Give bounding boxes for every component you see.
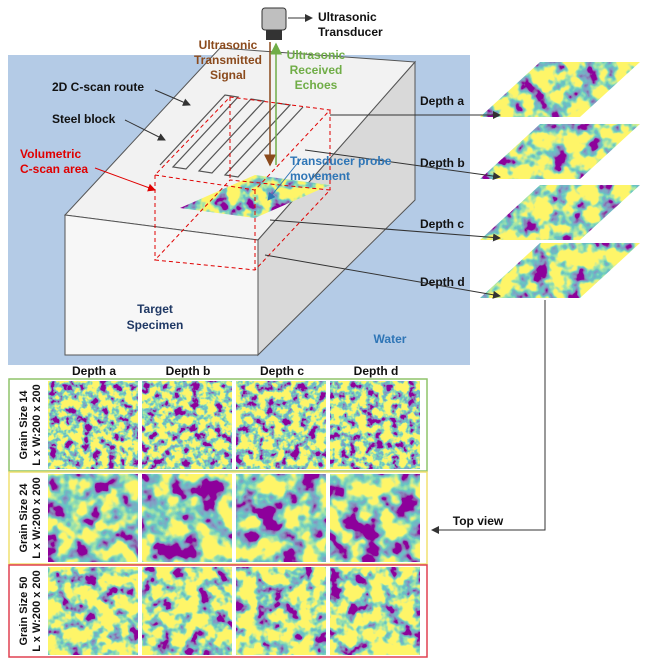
scan-image [48,567,138,655]
depth-label: Depth b [420,156,465,170]
specimen-label: Specimen [127,318,184,332]
row-label: L x W:200 x 200 [31,477,43,559]
row-label: Grain Size 50 [18,576,30,645]
depth-slice [480,243,640,298]
transmitted-label: Ultrasonic [199,38,258,52]
scan-image [142,567,232,655]
specimen-label: Target [137,302,173,316]
received-label: Echoes [295,78,338,92]
transducer-label: Ultrasonic [318,10,377,24]
top-view-label: Top view [453,514,504,528]
scan-image [142,381,232,469]
scan-image [330,567,420,655]
row-label: L x W:200 x 200 [31,570,43,652]
column-header: Depth b [166,364,211,378]
volumetric-label: Volumetric [20,147,81,161]
block-front [65,215,258,355]
row-label: Grain Size 14 [18,390,30,460]
transducer-tip [266,30,282,40]
column-header: Depth d [354,364,399,378]
depth-slice [480,62,640,117]
scan-image [330,381,420,469]
scan-image [330,474,420,562]
scan-image [236,474,326,562]
volumetric-label: C-scan area [20,162,88,176]
transducer-label: Transducer [318,25,383,39]
diagram: Depth a Depth b Depth c Depth d Grain Size 1… [0,0,648,659]
scan-image [236,567,326,655]
scan-image [48,381,138,469]
scan-image [236,381,326,469]
probe-label: Transducer probe [290,154,392,168]
transmitted-label: Transmitted [194,53,262,67]
row-label: Grain Size 24 [18,483,30,553]
scan-image [142,474,232,562]
received-label: Received [290,63,343,77]
probe-label: movement [290,169,350,183]
depth-label: Depth d [420,275,465,289]
depth-slice [480,185,640,240]
row-label: L x W:200 x 200 [31,384,43,466]
water-label: Water [374,332,407,346]
depth-label: Depth a [420,94,464,108]
column-header: Depth c [260,364,304,378]
transducer-body [262,8,286,30]
block-label: Steel block [52,112,116,126]
scan-image [48,474,138,562]
received-label: Ultrasonic [287,48,346,62]
transmitted-label: Signal [210,68,246,82]
column-header: Depth a [72,364,116,378]
depth-slice [480,124,640,179]
depth-label: Depth c [420,217,464,231]
route-label: 2D C-scan route [52,80,144,94]
